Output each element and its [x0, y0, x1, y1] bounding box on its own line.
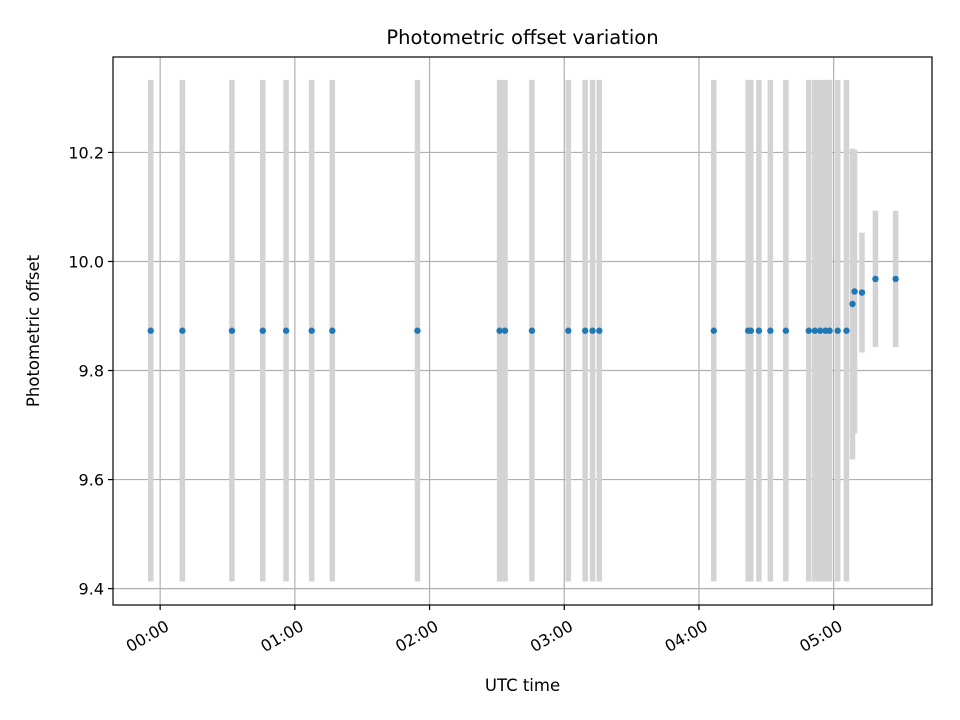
y-axis-label: Photometric offset — [24, 254, 43, 407]
data-point — [228, 327, 236, 334]
data-point — [755, 327, 763, 334]
data-point — [834, 327, 841, 334]
data-point — [329, 327, 336, 334]
data-point — [811, 327, 819, 334]
data-point — [872, 275, 879, 283]
data-point — [282, 327, 290, 334]
data-points — [147, 275, 899, 334]
x-axis-label: UTC time — [485, 676, 560, 695]
data-point — [179, 327, 186, 334]
data-point — [581, 327, 589, 334]
data-point — [851, 288, 858, 295]
data-point — [259, 327, 266, 334]
data-point — [710, 327, 717, 334]
data-point — [849, 300, 856, 308]
data-point — [308, 327, 315, 334]
y-tick-label: 10.0 — [68, 252, 104, 271]
data-point — [826, 327, 833, 334]
data-point — [496, 327, 503, 334]
data-point — [805, 327, 812, 334]
y-tick-label: 9.4 — [79, 580, 104, 599]
data-point — [528, 327, 536, 334]
y-tick-label: 9.6 — [79, 471, 104, 490]
data-point — [747, 327, 755, 334]
data-point — [565, 327, 572, 334]
plot-area-frame — [112, 56, 933, 606]
data-point — [782, 327, 790, 334]
data-point — [589, 327, 596, 334]
data-point — [501, 327, 509, 334]
data-point — [596, 327, 603, 334]
data-point — [892, 275, 899, 283]
data-point — [147, 327, 154, 334]
y-tick-label: 9.8 — [79, 362, 104, 381]
data-point — [767, 327, 774, 334]
y-tick-label: 10.2 — [68, 143, 104, 162]
chart-title: Photometric offset variation — [386, 26, 658, 49]
data-point — [816, 327, 824, 334]
data-point — [843, 327, 850, 334]
data-point — [414, 327, 421, 334]
grid — [113, 57, 932, 605]
data-point — [858, 289, 866, 296]
